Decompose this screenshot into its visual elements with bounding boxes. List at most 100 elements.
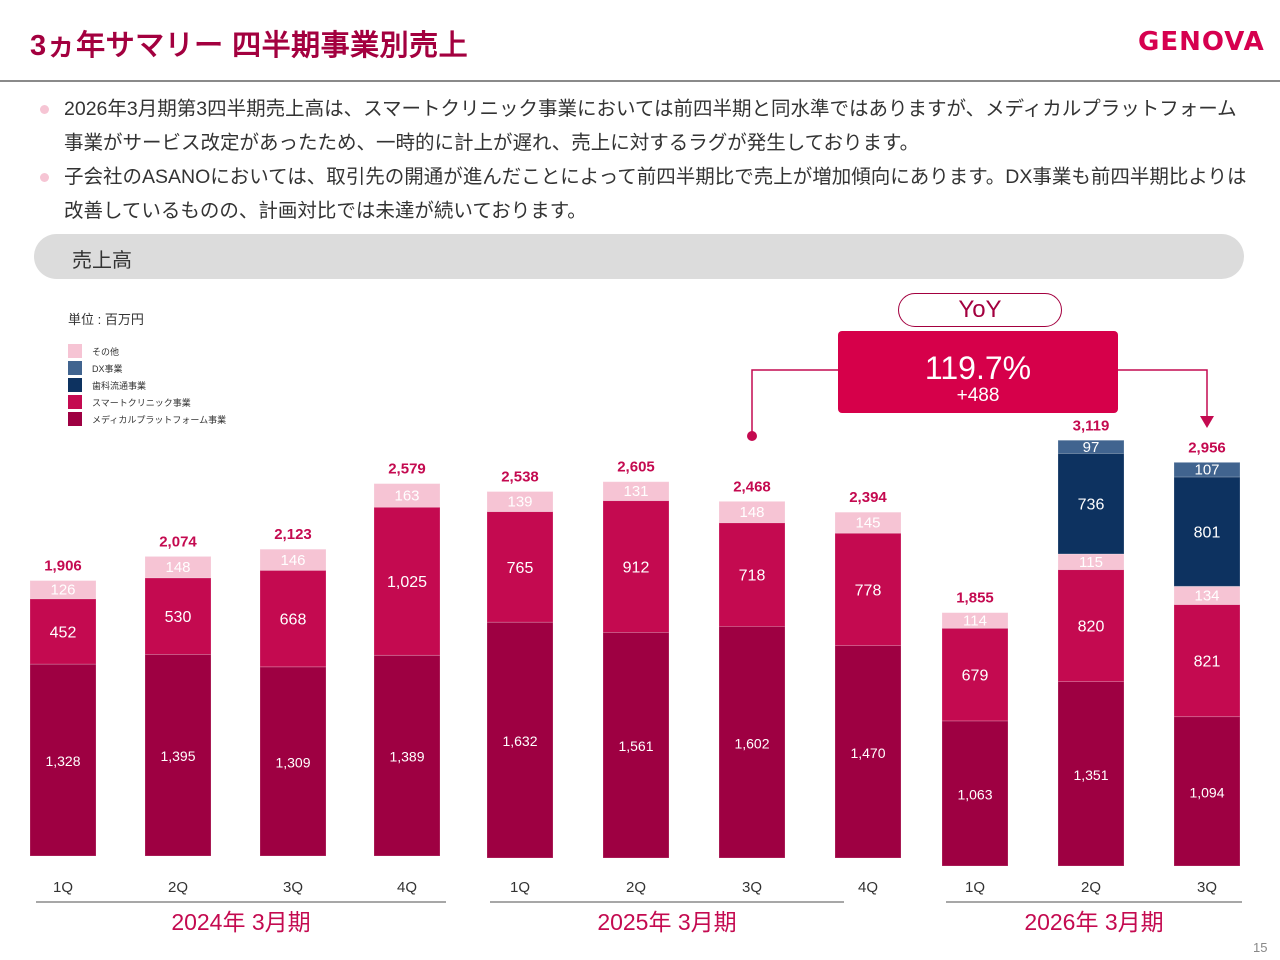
bar-total-label: 2,605 (617, 459, 655, 476)
legend-swatch (68, 378, 82, 392)
segment-value-label: 131 (623, 483, 648, 500)
segment-value-label: 912 (623, 560, 650, 577)
bar-segment-medical-platform (144, 654, 212, 857)
bar-segment-dx (1057, 439, 1125, 454)
segment-value-label: 148 (165, 559, 190, 576)
bar-segment-smart-clinic (718, 522, 786, 627)
legend-label: DX事業 (92, 364, 123, 374)
segment-value-label: 1,063 (957, 786, 992, 802)
bar-segment-smart-clinic (373, 506, 441, 656)
bar-segment-other (259, 548, 327, 571)
bar-segment-other (373, 483, 441, 508)
segment-value-label: 821 (1194, 654, 1221, 671)
bar-segment-other (718, 500, 786, 524)
bar-total-label: 3,119 (1073, 417, 1110, 434)
x-tick-label: 1Q (965, 879, 985, 896)
segment-value-label: 1,395 (160, 748, 195, 764)
bar-segment-medical-platform (834, 645, 902, 859)
segment-value-label: 718 (739, 568, 766, 585)
section-header: 売上高 (34, 234, 1244, 279)
group-label: 2024年 3月期 (171, 909, 310, 935)
yoy-diff: +488 (956, 385, 1000, 406)
bar-segment-smart-clinic (1173, 604, 1241, 718)
segment-value-label: 736 (1078, 497, 1105, 514)
segment-value-label: 1,632 (502, 733, 537, 749)
x-tick-label: 2Q (168, 879, 188, 896)
yoy-connector-line (1118, 369, 1208, 418)
x-tick-label: 4Q (858, 879, 878, 896)
segment-value-label: 163 (394, 487, 419, 504)
bar-segment-medical-platform (486, 621, 554, 859)
legend-swatch (68, 412, 82, 426)
bar-segment-medical-platform (259, 666, 327, 857)
bar-segment-other (486, 491, 554, 513)
legend-swatch (68, 361, 82, 375)
page-number: 15 (1253, 940, 1268, 955)
segment-value-label: 679 (962, 668, 989, 685)
legend-swatch (68, 344, 82, 358)
bar-total-label: 2,123 (274, 526, 312, 543)
segment-value-label: 778 (855, 582, 882, 599)
bar-segment-smart-clinic (486, 511, 554, 623)
bar-segment-smart-clinic (144, 577, 212, 655)
group-label: 2026年 3月期 (1024, 909, 1163, 935)
bar-segment-other (29, 580, 97, 600)
section-label: 売上高 (72, 250, 132, 272)
bar-segment-smart-clinic (29, 598, 97, 665)
segment-value-label: 452 (50, 624, 77, 641)
bar-segment-other (834, 511, 902, 534)
segment-value-label: 114 (963, 612, 987, 629)
bar-total-label: 1,906 (44, 558, 82, 575)
x-tick-label: 1Q (53, 879, 73, 896)
x-tick-label: 3Q (742, 879, 762, 896)
bar-segment-medical-platform (718, 626, 786, 859)
legend-label: その他 (92, 347, 120, 357)
bar-segment-medical-platform (602, 632, 670, 859)
group-label: 2025年 3月期 (597, 909, 736, 935)
bar-segment-smart-clinic (834, 532, 902, 646)
bar-total-label: 2,579 (388, 461, 426, 478)
genova-logo: GENOVA (1138, 27, 1265, 57)
bar-segment-other (602, 481, 670, 502)
bullet-text: 2026年3月期第3四半期売上高は、スマートクリニック事業においては前四半期と同… (64, 98, 1237, 154)
unit-label: 単位 : 百万円 (68, 312, 144, 327)
x-tick-label: 2Q (626, 879, 646, 896)
yoy-label: YoY (898, 293, 1062, 327)
bar-segment-other (144, 556, 212, 579)
segment-value-label: 668 (280, 612, 307, 629)
segment-value-label: 145 (855, 515, 880, 532)
page-title: 3ヵ年サマリー 四半期事業別売上 (30, 30, 469, 62)
segment-value-label: 1,328 (45, 753, 80, 769)
bar-segment-dental-distribution (1057, 453, 1125, 555)
bar-total-label: 2,468 (733, 478, 771, 495)
segment-value-label: 1,389 (389, 749, 424, 765)
yoy-start-dot-icon (747, 431, 757, 441)
bar-segment-dental-distribution (1173, 476, 1241, 587)
x-tick-label: 1Q (510, 879, 530, 896)
segment-value-label: 134 (1194, 587, 1219, 604)
segment-value-label: 1,561 (618, 738, 653, 754)
segment-value-label: 139 (507, 494, 532, 511)
segment-value-label: 1,602 (734, 735, 769, 751)
segment-value-label: 148 (739, 504, 764, 521)
x-tick-label: 3Q (1197, 879, 1217, 896)
segment-value-label: 530 (165, 609, 192, 626)
segment-value-label: 115 (1079, 554, 1103, 571)
bar-segment-smart-clinic (259, 569, 327, 668)
bullet-text: 子会社のASANOにおいては、取引先の開通が進んだことによって前四半期比で売上が… (64, 166, 1247, 222)
header-divider (0, 80, 1280, 82)
segment-value-label: 1,094 (1189, 784, 1224, 800)
segment-value-label: 820 (1078, 619, 1105, 636)
x-tick-label: 2Q (1081, 879, 1101, 896)
segment-value-label: 97 (1083, 439, 1100, 456)
yoy-callout: 119.7% +488 (838, 331, 1118, 413)
x-tick-label: 3Q (283, 879, 303, 896)
bar-segment-medical-platform (29, 663, 97, 857)
segment-value-label: 765 (507, 560, 534, 577)
segment-value-label: 126 (50, 582, 75, 599)
legend-label: 歯科流通事業 (92, 381, 147, 391)
bar-segment-smart-clinic (602, 500, 670, 633)
segment-value-label: 146 (280, 552, 305, 569)
bar-segment-smart-clinic (1057, 569, 1125, 682)
legend-label: メディカルプラットフォーム事業 (92, 415, 227, 425)
